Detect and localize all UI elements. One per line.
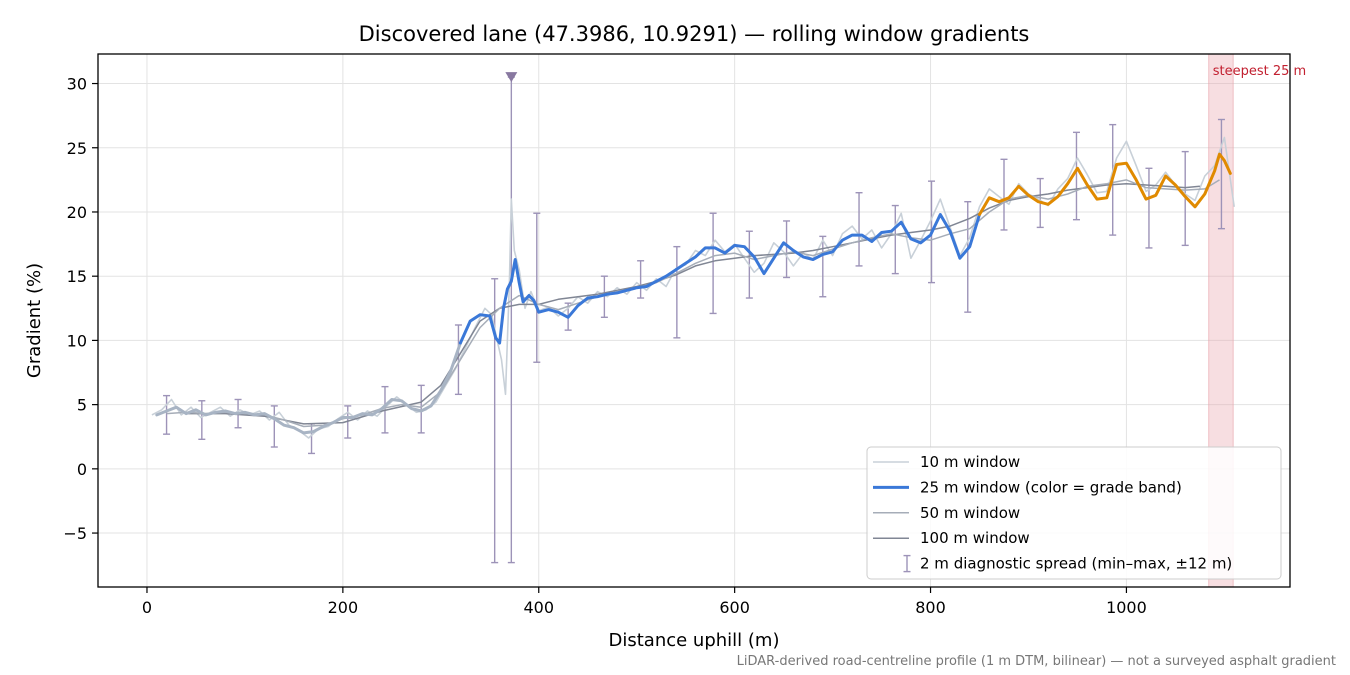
plot-frame xyxy=(97,53,1291,588)
legend: 10 m window 25 m window (color = grade ba… xyxy=(866,446,1282,580)
y-tick-label: 15 xyxy=(67,267,87,286)
plot-area xyxy=(98,53,1290,588)
error-bar xyxy=(533,212,541,363)
legend-item: 100 m window xyxy=(873,529,1030,547)
error-bar xyxy=(964,200,972,313)
x-tick-label: 1000 xyxy=(1106,598,1147,617)
error-bar xyxy=(1145,167,1153,249)
x-tick-label: 200 xyxy=(328,598,359,617)
error-bar xyxy=(163,394,171,435)
footnote: LiDAR-derived road-centreline profile (1… xyxy=(737,654,1336,669)
series-25m-segment xyxy=(155,341,462,435)
steepest-label: steepest 25 m xyxy=(1213,64,1306,79)
x-axis-label: Distance uphill (m) xyxy=(609,630,780,651)
legend-item: 10 m window xyxy=(873,453,1020,471)
y-axis-label: Gradient (%) xyxy=(24,263,45,378)
error-bar xyxy=(600,275,608,318)
error-bar xyxy=(1000,158,1008,231)
error-bar xyxy=(673,245,681,339)
series-25m-segment xyxy=(978,152,1232,216)
error-bar xyxy=(1072,131,1080,221)
error-bar xyxy=(891,204,899,275)
x-tick-label: 0 xyxy=(142,598,152,617)
error-bar xyxy=(637,260,645,299)
axis-ticks: 0 200 400 600 800 1000 −5 0 5 10 15 20 25 30 xyxy=(63,75,1146,617)
y-tick-label: 5 xyxy=(77,396,87,415)
y-tick-label: 0 xyxy=(77,460,87,479)
chart-title: Discovered lane (47.3986, 10.9291) — rol… xyxy=(359,22,1030,46)
error-bar xyxy=(855,192,863,267)
x-tick-label: 400 xyxy=(523,598,554,617)
legend-item: 25 m window (color = grade band) xyxy=(873,478,1182,496)
legend-label: 50 m window xyxy=(920,504,1020,522)
error-bar xyxy=(344,405,352,439)
error-bar xyxy=(783,220,791,279)
error-bar xyxy=(709,212,717,315)
y-tick-label: −5 xyxy=(63,524,87,543)
legend-label: 10 m window xyxy=(920,453,1020,471)
x-tick-label: 600 xyxy=(719,598,750,617)
error-bar xyxy=(1217,118,1225,230)
y-tick-label: 20 xyxy=(67,203,87,222)
error-bar xyxy=(198,400,206,441)
error-bar xyxy=(454,324,462,396)
legend-label: 2 m diagnostic spread (min–max, ±12 m) xyxy=(920,555,1232,573)
y-tick-label: 30 xyxy=(67,75,87,94)
legend-label: 25 m window (color = grade band) xyxy=(920,478,1182,496)
markers xyxy=(505,72,518,83)
x-tick-label: 800 xyxy=(915,598,946,617)
error-bar xyxy=(417,384,425,434)
y-tick-label: 25 xyxy=(67,139,87,158)
series-lines xyxy=(151,136,1235,439)
error-bar xyxy=(819,235,827,298)
legend-item: 50 m window xyxy=(873,504,1020,522)
legend-box xyxy=(866,446,1282,580)
series-25m-segment xyxy=(458,213,981,345)
legend-label: 100 m window xyxy=(920,529,1030,547)
error-bar xyxy=(270,405,278,448)
legend-item: 2 m diagnostic spread (min–max, ±12 m) xyxy=(903,555,1232,573)
y-tick-label: 10 xyxy=(67,331,87,350)
peak-marker xyxy=(505,72,518,83)
